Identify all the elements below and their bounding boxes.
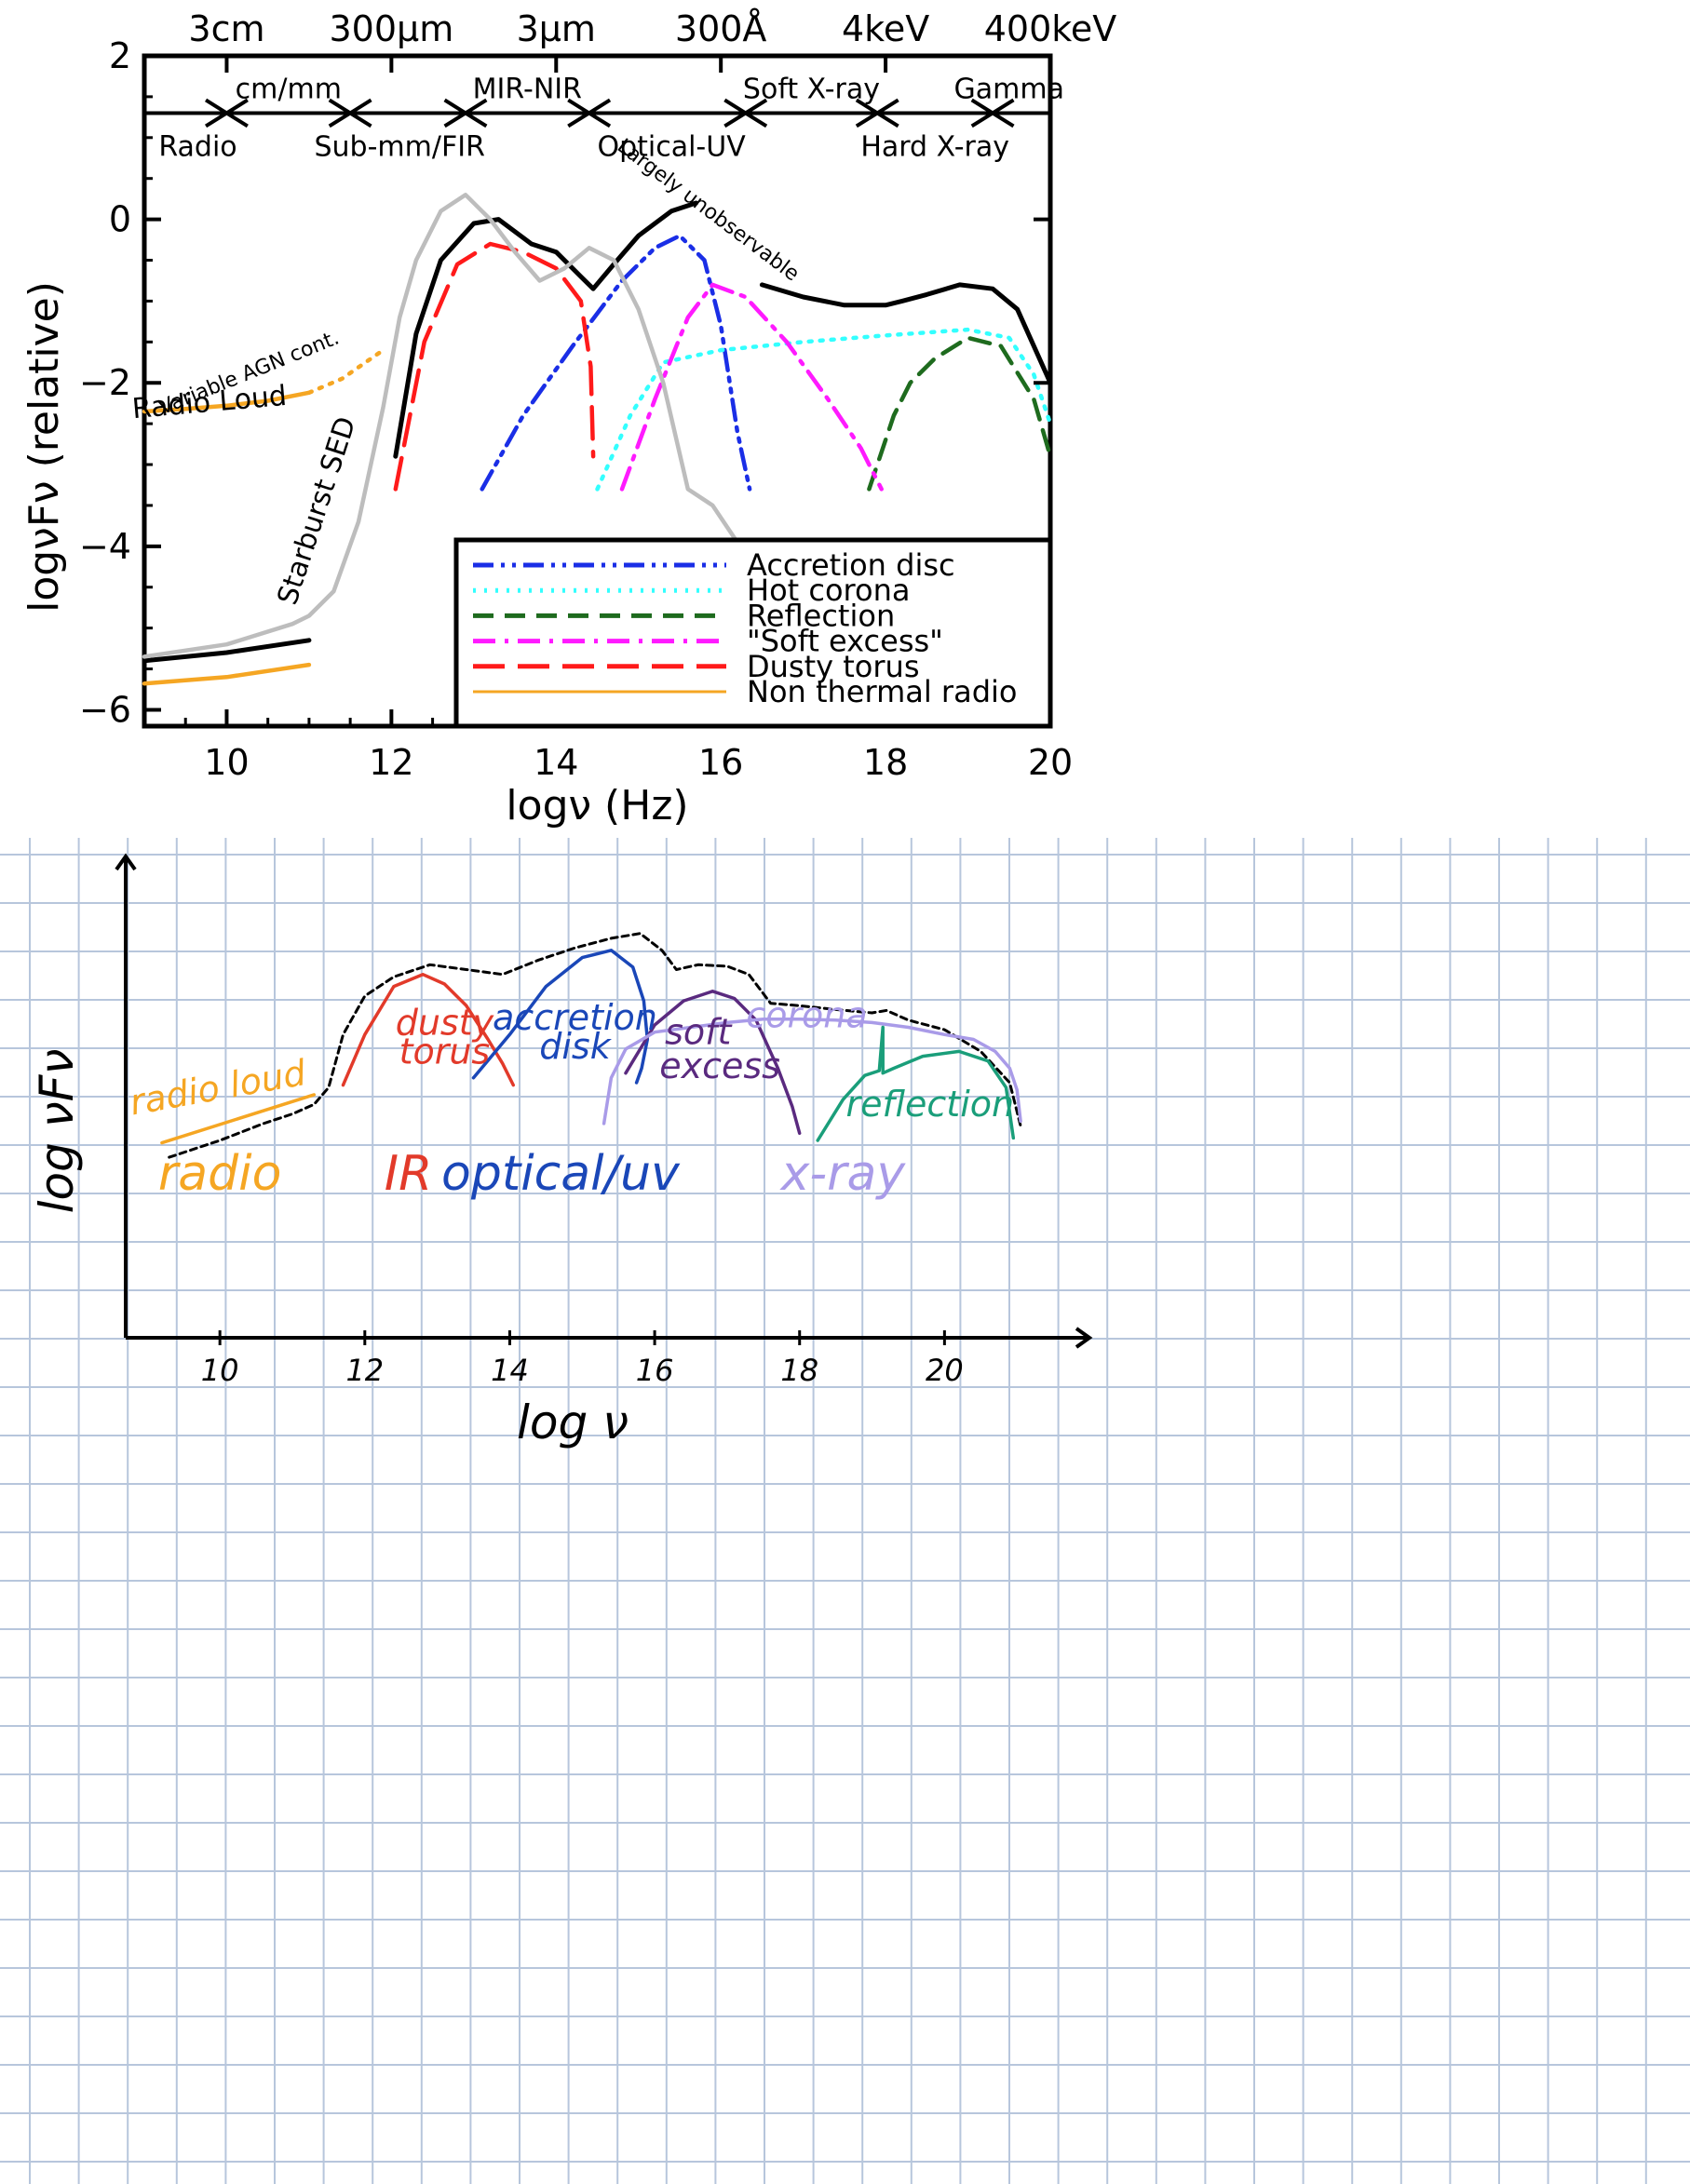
- top-x-tick-label: 12: [369, 742, 413, 783]
- graph-paper-grid: [0, 838, 1690, 2184]
- wavelength-label: 3μm: [517, 8, 596, 49]
- wavelength-label: 300Å: [675, 8, 767, 49]
- top-series-series: [306, 347, 385, 396]
- bottom-x-tick-label: 12: [345, 1353, 384, 1388]
- band-boundary-cross: [855, 98, 899, 128]
- bottom-x-axis-label: log ν: [517, 1395, 629, 1449]
- band-label: Hard X-ray: [860, 130, 1009, 163]
- bottom-series-3: [471, 949, 650, 1085]
- region-label: radio: [158, 1146, 282, 1202]
- top-x-tick-label: 18: [863, 742, 908, 783]
- curve-label: torus: [399, 1031, 491, 1072]
- legend-label: Hot corona: [747, 573, 910, 608]
- wavelength-label: 300μm: [329, 8, 453, 49]
- curve-label: excess: [659, 1045, 780, 1086]
- top-x-tick-label: 20: [1028, 742, 1073, 783]
- region-label: x-ray: [779, 1146, 907, 1202]
- band-ruler: cm/mm MIR-NIR Soft X-ray Gamma Radio Sub-mm/F…: [144, 73, 1064, 163]
- top-y-ticks: 2 0 −2 −4 −6: [79, 35, 1050, 730]
- x-axis-arrow: [1075, 1327, 1093, 1349]
- band-boundary-cross: [328, 98, 372, 128]
- legend-label: Non thermal radio: [747, 674, 1017, 709]
- curve-label: soft: [665, 1012, 733, 1053]
- legend-label: Reflection: [747, 598, 895, 633]
- top-y-tick-label: −4: [79, 526, 131, 567]
- top-y-tick-label: −2: [79, 362, 131, 403]
- bottom-series-1: [160, 1093, 317, 1145]
- band-label: Optical-UV: [597, 130, 746, 163]
- top-x-tick-label: 16: [698, 742, 743, 783]
- top-y-tick-label: 2: [109, 35, 131, 76]
- bottom-x-tick-label: 14: [491, 1353, 529, 1388]
- bottom-series-0: [168, 932, 1022, 1159]
- region-label: optical/uv: [441, 1146, 681, 1202]
- bottom-labels: radio IR optical/uv x-ray radio loud dustytor…: [127, 995, 1014, 1202]
- top-x-tick-label: 14: [534, 742, 578, 783]
- annotation: Starburst SED: [271, 413, 362, 609]
- top-series-reflection: [867, 335, 1053, 492]
- annotation: Radio Loud: [131, 380, 289, 425]
- top-series-dusty-torus: [393, 241, 596, 492]
- wavelength-label: 4keV: [842, 8, 929, 49]
- curve-label: accretion: [493, 997, 657, 1038]
- top-series-series: [142, 638, 312, 664]
- band-boundary-cross: [970, 98, 1015, 128]
- curve-label: disk: [539, 1026, 612, 1067]
- top-x-tick-label: 10: [204, 742, 249, 783]
- bottom-series-6: [816, 1025, 1016, 1142]
- bottom-series-5: [602, 1017, 1022, 1126]
- legend-label: "Soft excess": [747, 624, 943, 659]
- band-boundary-cross: [723, 98, 768, 128]
- legend-box: [453, 537, 1053, 729]
- top-panel: cm/mm MIR-NIR Soft X-ray Gamma Radio Sub-mm/F…: [20, 8, 1116, 829]
- top-series-accretion-disc: [480, 233, 752, 492]
- bottom-panel: 10 12 14 16 18 20 radio IR optical/uv x-rayradio…: [0, 838, 1690, 2184]
- band-label: Gamma: [954, 73, 1064, 105]
- top-series-soft-excess: [619, 282, 884, 492]
- band-label: Soft X-ray: [743, 73, 880, 105]
- curve-label: radio loud: [127, 1052, 310, 1124]
- wavelength-label: 400keV: [984, 8, 1117, 49]
- band-label: Radio: [158, 130, 237, 163]
- bottom-x-tick-label: 10: [201, 1353, 239, 1388]
- band-boundary-cross: [443, 98, 488, 128]
- curve-label: reflection: [845, 1084, 1014, 1125]
- bottom-series-group: [160, 932, 1022, 1159]
- legend-label: Dusty torus: [747, 649, 919, 684]
- bottom-x-tick-label: 16: [636, 1353, 674, 1388]
- top-wavelength-axis: 3cm 300μm 3μm 300Å 4keV 400keV: [188, 8, 1116, 49]
- bottom-x-tick-label: 20: [926, 1353, 964, 1388]
- top-y-axis-label: logνFν (relative): [20, 281, 68, 613]
- bottom-series-4: [624, 990, 802, 1136]
- top-x-axis-label: logν (Hz): [506, 782, 688, 829]
- top-y-tick-label: −6: [79, 689, 131, 730]
- region-label: IR: [385, 1146, 432, 1202]
- band-label: Sub-mm/FIR: [314, 130, 484, 163]
- top-series-hot-corona: [595, 327, 1053, 492]
- band-label: cm/mm: [236, 73, 342, 105]
- bottom-series-2: [341, 972, 516, 1087]
- top-series-series: [393, 200, 699, 459]
- legend-label: Accretion disc: [747, 547, 955, 583]
- top-series-series: [759, 282, 1053, 385]
- y-axis-arrow: [115, 853, 137, 871]
- band-boundary-cross: [567, 98, 612, 128]
- top-series-series: [142, 193, 748, 659]
- bottom-x-tick-label: 18: [780, 1353, 818, 1388]
- curve-label: corona: [746, 995, 867, 1036]
- top-y-tick-label: 0: [109, 199, 131, 240]
- top-series-group: [142, 193, 1053, 686]
- curve-label: dusty: [396, 1002, 494, 1043]
- wavelength-label: 3cm: [188, 8, 264, 49]
- top-series-non-thermal-radio: [142, 662, 312, 686]
- bottom-axes: [115, 853, 1093, 1349]
- band-label: MIR-NIR: [473, 73, 582, 105]
- bottom-x-ticks: 10 12 14 16 18 20: [201, 1330, 964, 1388]
- top-series-series: [142, 390, 312, 414]
- band-boundary-cross: [204, 98, 249, 128]
- bottom-y-axis-label: log νFν: [30, 1049, 84, 1214]
